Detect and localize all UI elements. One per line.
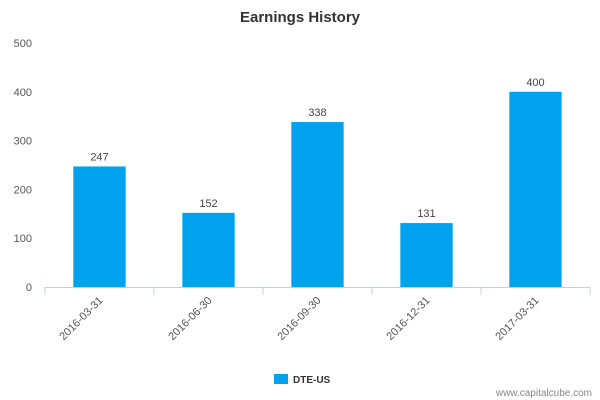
y-tick-label: 100 [14, 233, 32, 245]
bars: 247 152 338 131 400 [73, 77, 562, 287]
data-label: 152 [199, 198, 217, 210]
x-axis: 2016-03-31 2016-06-30 2016-09-30 2016-12-31… [44, 287, 591, 343]
legend-label: DTE-US [293, 375, 331, 386]
y-tick-label: 500 [14, 38, 32, 50]
y-tick-label: 200 [14, 184, 32, 196]
bar [291, 122, 344, 287]
watermark: www.capitalcube.com [495, 388, 592, 399]
bar [73, 166, 126, 287]
x-tick-label: 2016-03-31 [57, 295, 105, 343]
bar [400, 223, 453, 287]
y-tick-label: 0 [26, 282, 32, 294]
legend-swatch [274, 374, 288, 384]
data-label: 400 [526, 77, 544, 89]
bar [509, 91, 562, 287]
x-tick-label: 2016-09-30 [275, 295, 323, 343]
y-tick-label: 300 [14, 136, 32, 148]
y-tick-label: 400 [14, 87, 32, 99]
data-label: 247 [90, 151, 108, 163]
x-tick-label: 2017-03-31 [493, 295, 541, 343]
x-tick-label: 2016-12-31 [384, 295, 432, 343]
data-label: 338 [308, 107, 326, 119]
y-axis: 0 100 200 300 400 500 [14, 38, 32, 294]
legend: DTE-US [274, 374, 331, 386]
chart-title: Earnings History [240, 9, 361, 26]
x-tick-label: 2016-06-30 [166, 295, 214, 343]
data-label: 131 [417, 208, 435, 220]
bar [182, 212, 235, 287]
